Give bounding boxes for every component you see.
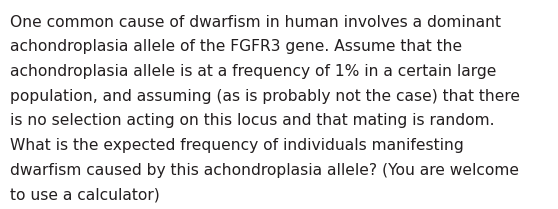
Text: achondroplasia allele of the FGFR3 gene. Assume that the: achondroplasia allele of the FGFR3 gene.… — [10, 39, 462, 54]
Text: to use a calculator): to use a calculator) — [10, 187, 160, 202]
Text: achondroplasia allele is at a frequency of 1% in a certain large: achondroplasia allele is at a frequency … — [10, 64, 497, 79]
Text: is no selection acting on this locus and that mating is random.: is no selection acting on this locus and… — [10, 113, 494, 128]
Text: One common cause of dwarfism in human involves a dominant: One common cause of dwarfism in human in… — [10, 15, 501, 30]
Text: dwarfism caused by this achondroplasia allele? (You are welcome: dwarfism caused by this achondroplasia a… — [10, 163, 519, 178]
Text: population, and assuming (as is probably not the case) that there: population, and assuming (as is probably… — [10, 89, 520, 104]
Text: What is the expected frequency of individuals manifesting: What is the expected frequency of indivi… — [10, 138, 464, 153]
